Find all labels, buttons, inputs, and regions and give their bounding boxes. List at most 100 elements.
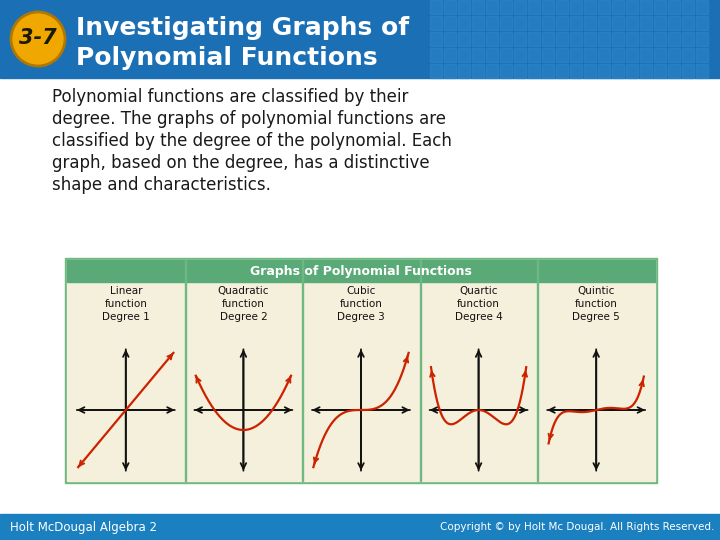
Bar bbox=[626, 32, 638, 46]
Bar bbox=[472, 32, 484, 46]
Bar bbox=[626, 0, 638, 14]
Bar bbox=[65, 258, 657, 483]
Bar bbox=[598, 48, 610, 62]
Bar bbox=[500, 64, 512, 78]
Text: Quadratic
function
Degree 2: Quadratic function Degree 2 bbox=[217, 286, 269, 322]
Bar bbox=[598, 64, 610, 78]
Bar bbox=[458, 48, 470, 62]
Bar bbox=[500, 48, 512, 62]
Bar bbox=[458, 0, 470, 14]
Bar bbox=[500, 32, 512, 46]
Bar bbox=[612, 32, 624, 46]
Bar bbox=[668, 48, 680, 62]
Bar bbox=[668, 0, 680, 14]
Bar bbox=[556, 48, 568, 62]
Bar bbox=[668, 16, 680, 30]
Bar bbox=[542, 32, 554, 46]
Bar bbox=[430, 48, 442, 62]
Bar bbox=[570, 48, 582, 62]
Bar bbox=[696, 48, 708, 62]
Bar bbox=[682, 16, 694, 30]
Bar bbox=[570, 32, 582, 46]
Bar bbox=[542, 0, 554, 14]
Bar bbox=[668, 64, 680, 78]
Bar bbox=[302, 260, 303, 481]
Bar bbox=[514, 48, 526, 62]
Bar bbox=[626, 48, 638, 62]
Bar bbox=[654, 48, 666, 62]
Bar bbox=[528, 16, 540, 30]
Bar bbox=[640, 64, 652, 78]
Text: Holt McDougal Algebra 2: Holt McDougal Algebra 2 bbox=[10, 521, 157, 534]
Bar bbox=[444, 64, 456, 78]
Bar bbox=[458, 64, 470, 78]
Text: graph, based on the degree, has a distinctive: graph, based on the degree, has a distin… bbox=[52, 154, 430, 172]
Bar bbox=[682, 64, 694, 78]
Bar bbox=[626, 16, 638, 30]
Bar bbox=[556, 16, 568, 30]
Bar bbox=[444, 32, 456, 46]
Circle shape bbox=[11, 12, 65, 66]
Bar bbox=[696, 0, 708, 14]
Bar bbox=[556, 64, 568, 78]
Bar bbox=[528, 64, 540, 78]
Bar bbox=[654, 0, 666, 14]
Bar bbox=[640, 16, 652, 30]
Bar bbox=[640, 0, 652, 14]
Bar bbox=[654, 16, 666, 30]
Bar bbox=[184, 260, 186, 481]
Bar bbox=[472, 64, 484, 78]
Text: shape and characteristics.: shape and characteristics. bbox=[52, 176, 271, 194]
Bar bbox=[598, 16, 610, 30]
Bar bbox=[598, 32, 610, 46]
Bar bbox=[537, 260, 539, 481]
Bar bbox=[612, 16, 624, 30]
Bar bbox=[584, 32, 596, 46]
Text: Quartic
function
Degree 4: Quartic function Degree 4 bbox=[455, 286, 503, 322]
Bar bbox=[486, 0, 498, 14]
Text: classified by the degree of the polynomial. Each: classified by the degree of the polynomi… bbox=[52, 132, 452, 150]
Bar bbox=[556, 32, 568, 46]
Bar bbox=[542, 48, 554, 62]
Bar bbox=[640, 48, 652, 62]
Bar bbox=[682, 48, 694, 62]
Text: Graphs of Polynomial Functions: Graphs of Polynomial Functions bbox=[250, 265, 472, 278]
Bar bbox=[570, 0, 582, 14]
Bar bbox=[556, 0, 568, 14]
Text: Copyright © by Holt Mc Dougal. All Rights Reserved.: Copyright © by Holt Mc Dougal. All Right… bbox=[440, 522, 714, 532]
Bar bbox=[584, 64, 596, 78]
Bar bbox=[584, 48, 596, 62]
Bar bbox=[542, 16, 554, 30]
Bar bbox=[514, 32, 526, 46]
Bar bbox=[500, 16, 512, 30]
Bar bbox=[612, 48, 624, 62]
Text: Polynomial Functions: Polynomial Functions bbox=[76, 46, 377, 70]
Bar bbox=[444, 16, 456, 30]
Bar bbox=[584, 16, 596, 30]
Bar bbox=[668, 32, 680, 46]
Bar bbox=[486, 48, 498, 62]
Bar bbox=[486, 16, 498, 30]
Bar bbox=[682, 0, 694, 14]
Bar bbox=[486, 64, 498, 78]
Bar bbox=[528, 32, 540, 46]
Bar bbox=[626, 64, 638, 78]
Bar bbox=[584, 0, 596, 14]
Bar bbox=[500, 0, 512, 14]
Text: Investigating Graphs of: Investigating Graphs of bbox=[76, 16, 409, 40]
Bar bbox=[0, 0, 720, 78]
Bar bbox=[612, 0, 624, 14]
Bar bbox=[430, 32, 442, 46]
Bar bbox=[542, 64, 554, 78]
Text: Cubic
function
Degree 3: Cubic function Degree 3 bbox=[337, 286, 385, 322]
Bar bbox=[67, 260, 655, 481]
Bar bbox=[654, 32, 666, 46]
Bar bbox=[598, 0, 610, 14]
Bar bbox=[444, 48, 456, 62]
Bar bbox=[430, 64, 442, 78]
Bar bbox=[528, 48, 540, 62]
Text: Linear
function
Degree 1: Linear function Degree 1 bbox=[102, 286, 150, 322]
Bar bbox=[696, 32, 708, 46]
Bar bbox=[696, 64, 708, 78]
Bar bbox=[682, 32, 694, 46]
